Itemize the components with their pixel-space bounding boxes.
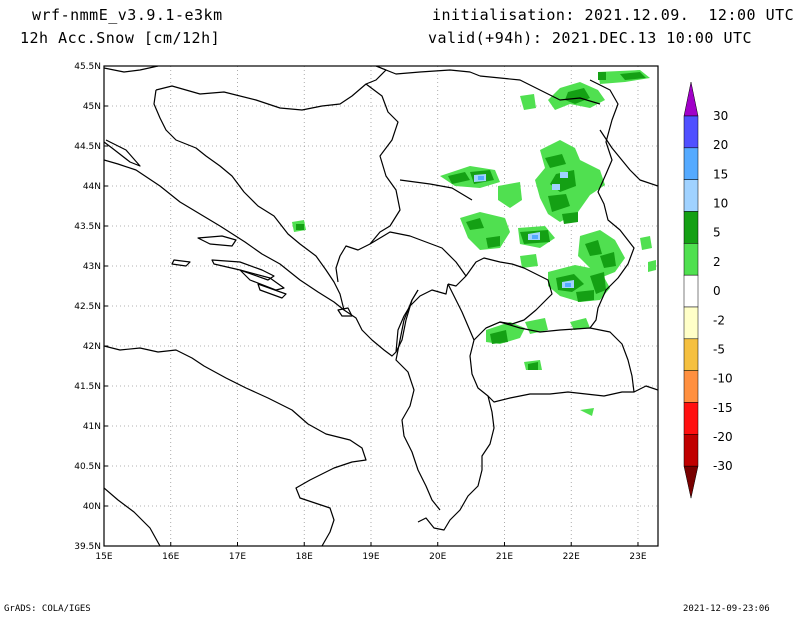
map-area (104, 66, 658, 546)
legend-label: 20 (713, 138, 728, 152)
lon-tick-label: 20E (429, 552, 446, 562)
lat-tick-label: 39.5N (74, 542, 101, 552)
axis-ticks: 15E 16E 17E 18E 19E 20E 21E 22E 23E 39.5N 40N 40.5N… (74, 62, 647, 562)
lon-tick-label: 21E (496, 552, 513, 562)
variable-title: 12h Acc.Snow [cm/12h] (20, 29, 221, 47)
lat-tick-label: 44N (83, 182, 101, 192)
legend-swatch (683, 402, 699, 435)
lon-tick-label: 23E (629, 552, 646, 562)
lat-tick-label: 40.5N (74, 462, 101, 472)
lat-tick-label: 41N (83, 422, 101, 432)
legend-arrow-top (683, 81, 699, 117)
lat-tick-label: 44.5N (74, 142, 101, 152)
legend-label: -10 (713, 372, 733, 386)
lon-tick-label: 22E (563, 552, 580, 562)
legend-swatch (683, 274, 699, 308)
legend-label: 5 (713, 226, 721, 240)
footer-credit: GrADS: COLA/IGES (4, 604, 91, 614)
legend-label: -2 (713, 313, 725, 327)
lat-tick-label: 43.5N (74, 222, 101, 232)
lat-tick-label: 45N (83, 102, 101, 112)
legend-swatch (683, 434, 699, 467)
legend-swatch (683, 211, 699, 244)
legend-swatch (683, 338, 699, 371)
map-gridlines (104, 66, 658, 546)
legend-label: 2 (713, 255, 721, 269)
lon-tick-label: 15E (95, 552, 112, 562)
legend-swatch (683, 306, 699, 340)
lon-tick-label: 18E (296, 552, 313, 562)
lon-tick-label: 19E (362, 552, 379, 562)
valid-time: valid(+94h): 2021.DEC.13 10:00 UTC (428, 29, 753, 47)
legend-label: -15 (713, 401, 733, 415)
model-title: wrf-nmmE_v3.9.1-e3km (32, 6, 223, 24)
coastlines-borders (104, 66, 658, 546)
legend-swatch (683, 115, 699, 149)
legend-label: -5 (713, 342, 725, 356)
lat-tick-label: 45.5N (74, 62, 101, 72)
lat-tick-label: 41.5N (74, 382, 101, 392)
legend-label: 15 (713, 167, 728, 181)
lat-tick-label: 43N (83, 262, 101, 272)
lon-tick-label: 16E (162, 552, 179, 562)
legend-swatch (683, 147, 699, 180)
legend-label: 30 (713, 109, 728, 123)
legend-swatch (683, 243, 699, 276)
legend-label: 10 (713, 197, 728, 211)
legend-arrow-bottom (683, 465, 699, 499)
lat-tick-label: 40N (83, 502, 101, 512)
legend-label: -30 (713, 459, 733, 473)
legend-label: -20 (713, 430, 733, 444)
legend-swatch (683, 370, 699, 403)
lon-tick-label: 17E (229, 552, 246, 562)
lat-tick-label: 42.5N (74, 302, 101, 312)
snow-field (292, 70, 656, 416)
legend-swatch (683, 179, 699, 212)
footer-timestamp: 2021-12-09-23:06 (683, 604, 770, 614)
legend-label: 0 (713, 284, 721, 298)
lat-tick-label: 42N (83, 342, 101, 352)
initialisation-time: initialisation: 2021.12.09. 12:00 UTC (432, 6, 795, 24)
